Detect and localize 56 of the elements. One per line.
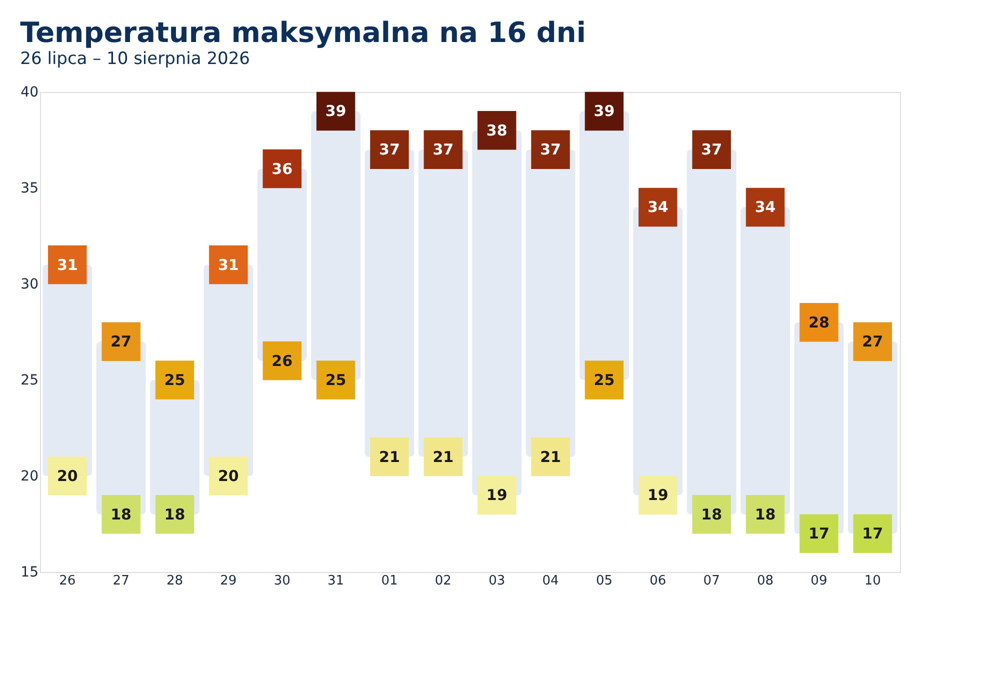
y-tick-label: 35: [20, 180, 38, 196]
data-label: 21: [379, 448, 400, 466]
data-label: 25: [325, 371, 346, 389]
data-label: 25: [164, 371, 186, 389]
chart-subtitle: 26 lipca – 10 sierpnia 2026: [20, 49, 250, 69]
x-tick-label: 06: [650, 574, 666, 588]
y-tick-label: 15: [20, 564, 38, 580]
data-label: 18: [701, 505, 722, 524]
data-label: 18: [754, 505, 776, 524]
data-label: 31: [56, 256, 78, 274]
x-tick-label: 05: [596, 574, 612, 588]
y-tick-label: 40: [20, 84, 38, 100]
x-tick-label: 01: [381, 574, 398, 588]
data-label: 39: [594, 102, 615, 120]
y-tick-label: 25: [20, 372, 38, 388]
data-label: 37: [701, 140, 722, 159]
data-label: 37: [432, 140, 454, 159]
data-label: 36: [272, 160, 293, 178]
x-tick-label: 08: [756, 574, 774, 588]
data-label: 34: [647, 198, 668, 216]
data-label: 21: [432, 448, 454, 466]
data-label: 17: [808, 524, 830, 543]
data-label: 19: [486, 486, 508, 504]
x-tick-label: 03: [488, 574, 506, 588]
data-label: 25: [594, 371, 615, 389]
data-label: 18: [164, 505, 186, 524]
data-label: 31: [218, 256, 239, 274]
x-tick-label: 10: [864, 574, 881, 588]
y-tick-label: 20: [20, 468, 38, 484]
chart-title: Temperatura maksymalna na 16 dni: [20, 16, 586, 49]
data-label: 37: [379, 140, 400, 159]
y-tick-label: 30: [20, 276, 38, 292]
x-tick-label: 07: [703, 574, 720, 588]
data-label: 34: [754, 198, 776, 216]
data-label: 38: [486, 121, 508, 140]
x-tick-label: 31: [328, 574, 344, 588]
data-label: 37: [540, 140, 561, 159]
data-label: 26: [272, 352, 293, 370]
x-tick-label: 02: [434, 574, 452, 588]
data-label: 27: [110, 332, 132, 351]
data-label: 18: [110, 505, 132, 524]
data-label: 28: [808, 313, 830, 332]
data-label: 21: [540, 448, 561, 466]
data-label: 27: [862, 332, 884, 351]
x-tick-label: 26: [59, 574, 76, 588]
x-tick-label: 04: [542, 574, 559, 588]
x-tick-label: 09: [810, 574, 828, 588]
data-label: 20: [218, 467, 239, 485]
data-label: 17: [862, 524, 884, 543]
data-label: 39: [325, 102, 346, 120]
x-tick-label: 30: [274, 574, 290, 588]
data-label: 19: [647, 486, 668, 504]
x-tick-label: 27: [112, 574, 130, 588]
x-tick-label: 28: [166, 574, 184, 588]
x-tick-label: 29: [220, 574, 237, 588]
data-label: 20: [56, 467, 78, 485]
